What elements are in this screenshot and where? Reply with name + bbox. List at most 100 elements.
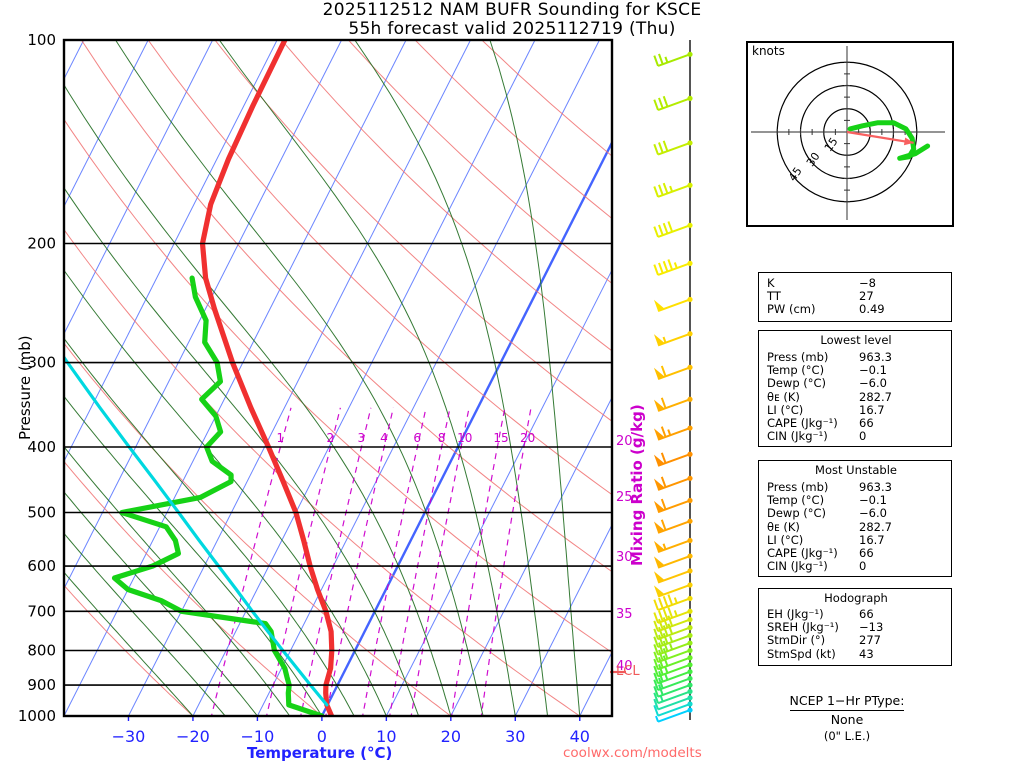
lowest-level-value: −6.0 (859, 376, 887, 391)
isotherm-line (64, 40, 214, 335)
lowest-level-row: LI (°C) 16.7 (767, 403, 945, 417)
pressure-tick-label: 200 (27, 234, 56, 252)
hodograph-stat-value: 43 (859, 646, 874, 661)
most-unstable-row: LI (°C) 16.7 (767, 532, 945, 547)
lowest-level-key: Temp (°C) (767, 363, 825, 378)
most-unstable-row: θᴇ (K) 282.7 (767, 519, 945, 534)
mixing-ratio-label: 1 (276, 431, 284, 445)
wind-barb (653, 396, 693, 412)
height-tick-label: 40 (616, 659, 633, 674)
skewt-diagram[interactable]: 1 2 3 4 6 8 10 15 201002003004005006007008009001… (0, 0, 720, 768)
wind-barb (653, 259, 693, 276)
moist-adiabat-line (354, 40, 548, 716)
pressure-tick-label: 400 (27, 438, 56, 456)
lowest-level-row: Dewp (°C) −6.0 (767, 377, 945, 390)
temperature-axis-title: Temperature (°C) (247, 744, 393, 762)
temperature-tick-label: 20 (441, 727, 461, 746)
pressure-tick-label: 1000 (18, 707, 56, 725)
index-key: PW (cm) (767, 302, 816, 317)
lowest-level-key: CIN (Jkg⁻¹) (767, 429, 828, 444)
wind-barb (653, 568, 693, 584)
sounding-trace-dewpoint (111, 275, 325, 716)
index-row: TT 27 (767, 290, 945, 303)
isotherm-line (320, 139, 612, 716)
moist-adiabat-line (64, 83, 452, 716)
wind-barb (653, 95, 693, 111)
temperature-tick-label: −30 (112, 727, 146, 746)
most-unstable-value: 16.7 (859, 532, 885, 547)
hodograph-stat-row: StmSpd (kt) 43 (767, 646, 945, 661)
moist-adiabat-line (64, 395, 323, 716)
isotherm-line (64, 40, 343, 590)
wind-barb (653, 497, 693, 514)
lowest-level-title: Lowest level (820, 333, 892, 347)
moist-adiabat-line (64, 446, 291, 716)
wind-barb-column (653, 40, 693, 723)
hodograph-stat-key: EH (Jkg⁻¹) (767, 607, 824, 621)
most-unstable-rows: Press (mb) 963.3 Temp (°C) −0.1 Dewp (°C) −6.… (767, 480, 945, 573)
isotherm-line (64, 40, 278, 463)
index-key: TT (767, 289, 781, 304)
pressure-tick-label: 500 (27, 504, 56, 522)
mixing-ratio-line (410, 407, 470, 716)
height-tick-label: 35 (616, 607, 633, 622)
most-unstable-row: CIN (Jkg⁻¹) 0 (767, 560, 945, 573)
isotherm-line (385, 268, 612, 716)
mixing-ratio-line (480, 407, 532, 716)
pressure-tick-label: 700 (27, 602, 56, 620)
most-unstable-key: CIN (Jkg⁻¹) (767, 559, 828, 574)
wind-barb (653, 221, 693, 238)
most-unstable-value: −6.0 (859, 506, 887, 521)
temperature-tick-label: 40 (570, 727, 590, 746)
dry-adiabat-line (64, 118, 612, 654)
index-key: K (767, 276, 775, 290)
pressure-tick-label: 100 (27, 31, 56, 49)
storm-motion-vector (846, 130, 914, 144)
hodograph-stat-row: StmDir (°) 277 (767, 634, 945, 647)
wind-barb (653, 640, 693, 656)
pressure-tick-label: 300 (27, 354, 56, 372)
temperature-tick-label: 0 (317, 727, 327, 746)
mixing-ratio-line (361, 407, 427, 716)
lowest-level-value: 0 (859, 429, 867, 444)
wind-barb (653, 582, 693, 598)
wind-barb (653, 140, 693, 156)
hodograph-stat-value: 66 (859, 607, 874, 621)
most-unstable-title: Most Unstable (815, 463, 897, 477)
wind-barb (653, 594, 693, 611)
pressure-tick-label: 900 (27, 676, 56, 694)
most-unstable-key: θᴇ (K) (767, 519, 800, 534)
moist-adiabat-line (64, 571, 194, 716)
isotherm-line (64, 40, 407, 716)
temperature-tick-label: 30 (505, 727, 525, 746)
moist-adiabat-line (115, 40, 484, 716)
lowest-level-row: Temp (°C) −0.1 (767, 364, 945, 377)
most-unstable-row: Temp (°C) −0.1 (767, 494, 945, 507)
lowest-level-table: Lowest level Press (mb) 963.3 Temp (°C) −0.… (758, 330, 952, 448)
most-unstable-table: Most Unstable Press (mb) 963.3 Temp (°C) −0… (758, 460, 952, 578)
wind-barb (653, 475, 693, 491)
hodograph-stat-value: 277 (859, 633, 881, 648)
dry-adiabat-line (147, 40, 612, 496)
most-unstable-value: 963.3 (859, 480, 892, 494)
wind-barb (653, 695, 693, 711)
mixing-ratio-label: 3 (357, 431, 365, 445)
height-tick-label: 30 (616, 550, 633, 565)
hodograph-stat-key: StmSpd (kt) (767, 646, 836, 661)
hodograph-frame (746, 41, 954, 227)
dry-adiabat-line (64, 584, 194, 716)
most-unstable-key: CAPE (Jkg⁻¹) (767, 546, 838, 561)
ptype-block: NCEP 1−Hr PType: None (0" L.E.) (744, 692, 950, 745)
height-tick-label: 20 (616, 434, 633, 449)
most-unstable-key: Press (mb) (767, 480, 829, 494)
lowest-level-value: −0.1 (859, 363, 887, 378)
wind-barb (653, 553, 693, 569)
hodograph-unit-label: knots (752, 44, 785, 58)
moist-adiabat-line (64, 337, 355, 716)
wind-barb (653, 451, 693, 467)
hodograph-stat-row: EH (Jkg⁻¹) 66 (767, 607, 945, 621)
most-unstable-key: Dewp (°C) (767, 506, 827, 521)
temperature-tick-label: −10 (241, 727, 275, 746)
hodograph-stat-value: −13 (859, 620, 884, 635)
